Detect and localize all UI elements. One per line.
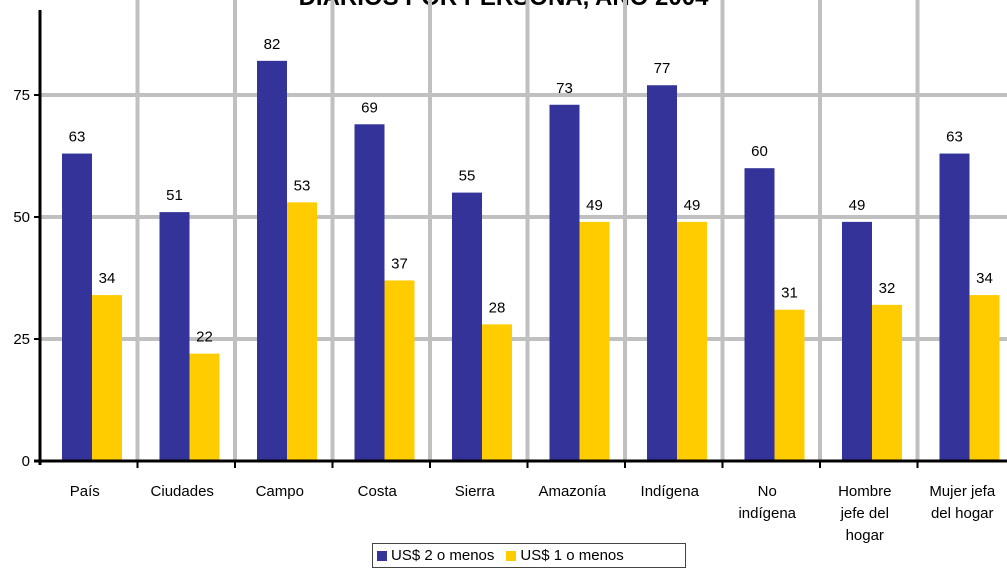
data-label-series1-4: 55 xyxy=(459,168,476,185)
data-label-series1-9: 63 xyxy=(946,129,963,146)
bar-series2-2 xyxy=(287,202,317,462)
data-label-series1-5: 73 xyxy=(556,80,573,97)
data-label-series1-7: 60 xyxy=(751,143,768,160)
bar-series1-3 xyxy=(354,124,385,461)
data-label-series1-6: 77 xyxy=(654,60,671,77)
data-label-series1-3: 69 xyxy=(361,99,378,116)
data-label-series1-8: 49 xyxy=(849,197,866,214)
bar-series2-1 xyxy=(189,353,220,461)
axes xyxy=(34,10,1007,468)
tick-labels: País Ciudades Campo Costa Sierra Amazonía Indí… xyxy=(13,87,996,544)
bar-series1-0 xyxy=(62,153,92,461)
data-label-series2-2: 53 xyxy=(294,177,311,194)
category-label-7-1: indígena xyxy=(738,505,796,522)
data-label-series2-5: 49 xyxy=(586,197,603,214)
bar-series2-6 xyxy=(677,221,707,461)
category-label-4-0: Sierra xyxy=(455,483,496,500)
data-label-series2-8: 32 xyxy=(879,280,896,297)
bar-series1-2 xyxy=(257,60,287,462)
y-tick-label-25: 25 xyxy=(13,331,30,348)
bar-series2-4 xyxy=(482,324,512,461)
category-label-2-0: Campo xyxy=(256,483,304,500)
category-label-3-0: Costa xyxy=(358,483,398,500)
bars xyxy=(62,60,1000,462)
bar-series2-9 xyxy=(969,295,1000,461)
category-label-5-0: Amazonía xyxy=(538,483,606,500)
bar-series2-7 xyxy=(774,309,805,461)
data-label-series2-6: 49 xyxy=(684,197,701,214)
legend-swatch-series-1 xyxy=(377,550,387,561)
category-label-8-0: Hombre xyxy=(838,483,891,500)
category-label-9-1: del hogar xyxy=(931,505,994,522)
y-tick-label-50: 50 xyxy=(13,209,30,226)
bar-series1-9 xyxy=(939,153,970,461)
data-label-series2-4: 28 xyxy=(489,299,506,316)
bar-series1-8 xyxy=(842,221,872,461)
legend-swatch-series-2 xyxy=(506,550,517,561)
category-label-1-0: Ciudades xyxy=(151,483,214,500)
data-label-series2-9: 34 xyxy=(976,270,993,287)
bar-series1-7 xyxy=(744,168,775,461)
chart-title: DIARIOS POR PERSONA, AÑO 2004 xyxy=(0,0,1007,12)
bar-series2-8 xyxy=(872,304,902,461)
y-tick-label-0: 0 xyxy=(22,453,30,470)
data-label-series1-0: 63 xyxy=(69,129,86,146)
legend-item-series-1: US$ 2 o menos xyxy=(377,547,494,564)
category-label-7-0: No xyxy=(758,483,777,500)
category-label-0-0: País xyxy=(70,483,100,500)
category-label-6-0: Indígena xyxy=(641,483,700,500)
data-label-series2-7: 31 xyxy=(781,285,798,302)
bar-series1-6 xyxy=(647,85,677,462)
data-label-series1-2: 82 xyxy=(264,36,281,53)
data-label-series2-3: 37 xyxy=(391,255,408,272)
legend-item-series-2: US$ 1 o menos xyxy=(506,547,624,564)
category-label-9-0: Mujer jefa xyxy=(929,483,996,500)
bar-series1-4 xyxy=(452,192,482,461)
bar-series1-5 xyxy=(549,104,580,461)
bar-series2-5 xyxy=(579,221,610,461)
legend-label-series-1: US$ 2 o menos xyxy=(391,547,495,564)
data-label-series1-1: 51 xyxy=(166,187,183,204)
legend: US$ 2 o menos US$ 1 o menos xyxy=(372,543,686,568)
bar-series2-3 xyxy=(384,280,415,461)
legend-label-series-2: US$ 1 o menos xyxy=(520,547,624,564)
data-label-series2-1: 22 xyxy=(196,329,213,346)
category-label-8-1: jefe del xyxy=(840,505,889,522)
data-label-series2-0: 34 xyxy=(99,270,116,287)
category-label-8-2: hogar xyxy=(846,527,884,544)
y-tick-label-75: 75 xyxy=(13,87,30,104)
bar-series2-0 xyxy=(92,295,122,461)
bar-series1-1 xyxy=(159,212,190,461)
data-labels: 63 34 51 22 82 53 69 37 55 28 73 49 77 49 60 31 49 32 63 34 xyxy=(69,36,993,346)
